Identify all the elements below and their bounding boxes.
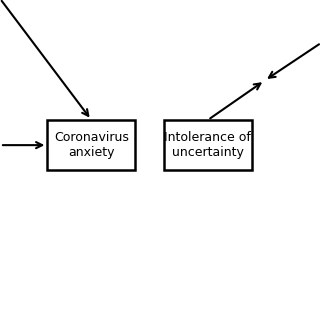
Text: Intolerance of
uncertainty: Intolerance of uncertainty (164, 131, 252, 159)
Text: Coronavirus
anxiety: Coronavirus anxiety (54, 131, 129, 159)
FancyBboxPatch shape (47, 120, 135, 170)
FancyBboxPatch shape (164, 120, 252, 170)
